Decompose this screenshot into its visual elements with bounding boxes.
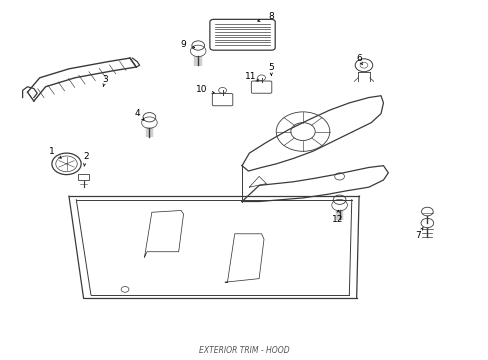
Text: 3: 3 (102, 75, 108, 84)
Text: 5: 5 (268, 63, 274, 72)
Text: 8: 8 (268, 12, 274, 21)
Text: 9: 9 (180, 40, 186, 49)
Text: 1: 1 (49, 147, 55, 156)
Text: 4: 4 (134, 109, 140, 118)
Text: EXTERIOR TRIM - HOOD: EXTERIOR TRIM - HOOD (199, 346, 289, 355)
Bar (78, 174, 89, 180)
Text: 11: 11 (244, 72, 256, 81)
Text: 7: 7 (414, 231, 420, 240)
Text: 6: 6 (355, 54, 361, 63)
Text: 10: 10 (195, 85, 207, 94)
Text: 2: 2 (83, 152, 89, 161)
Text: 12: 12 (331, 215, 342, 224)
